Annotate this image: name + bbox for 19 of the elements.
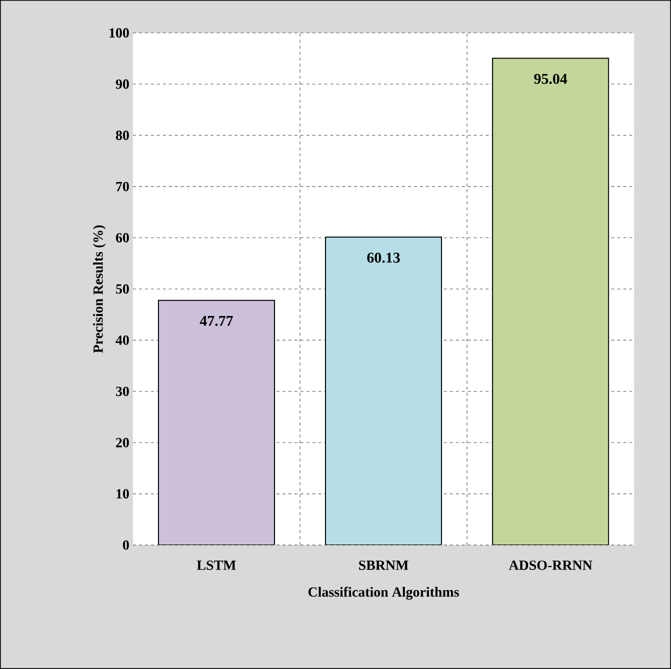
x-tick-label: SBRNM xyxy=(359,560,408,570)
x-tick-label: LSTM xyxy=(196,560,236,570)
y-axis-title: Precision Results (%) xyxy=(92,225,106,353)
y-tick-label: 40 xyxy=(116,335,129,345)
y-tick-label: 50 xyxy=(116,284,129,294)
x-axis-title: Classification Algorithms xyxy=(308,586,459,600)
y-tick-label: 10 xyxy=(116,489,129,499)
y-tick-label: 70 xyxy=(116,182,129,192)
y-tick-label: 60 xyxy=(116,233,129,242)
y-tick-label: 90 xyxy=(116,79,129,89)
y-tick-label: 80 xyxy=(116,130,129,140)
data-label: 95.04 xyxy=(534,74,568,84)
y-tick-label: 20 xyxy=(116,438,129,448)
y-tick-label: 100 xyxy=(110,28,129,38)
y-tick-label: 30 xyxy=(116,386,129,396)
data-label: 60.13 xyxy=(367,252,400,263)
x-tick-label: ADSO-RRNN xyxy=(508,560,592,570)
y-tick-label: 0 xyxy=(122,540,129,550)
data-label: 47.77 xyxy=(200,316,233,326)
